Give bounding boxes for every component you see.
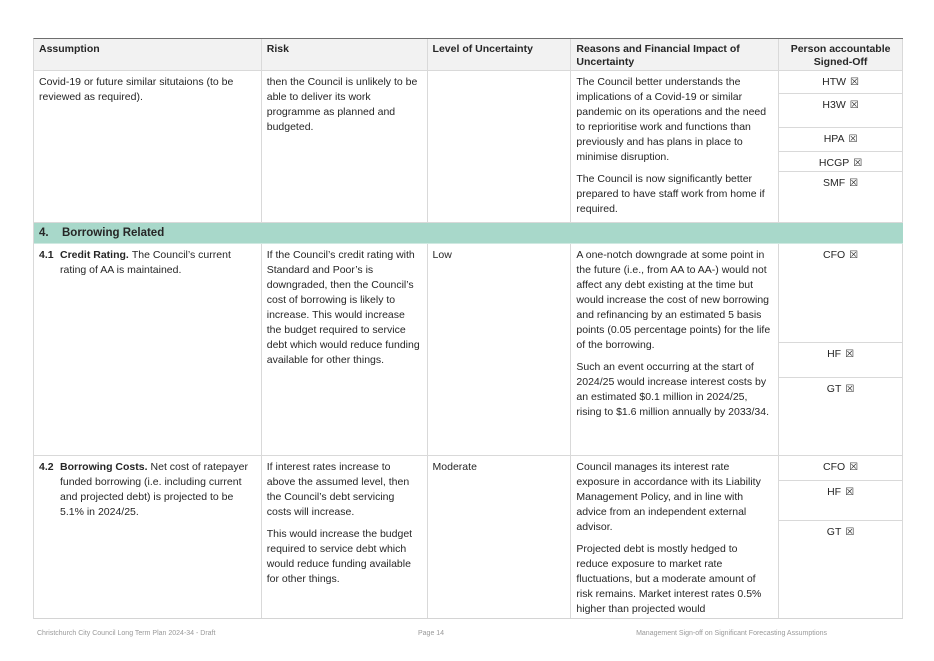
header-reasons: Reasons and Financial Impact of Uncertai… [571,39,780,71]
header-risk: Risk [261,39,428,71]
42-risk-paragraph-2: This would increase the budget required … [266,528,413,585]
cell-42-uncertainty: Moderate [428,456,572,618]
41-reasons-paragraph-1: A one-notch downgrade at some point in t… [576,249,771,351]
cell-41-uncertainty: Low [427,244,572,456]
assumptions-table: Assumption Risk Level of Uncertainty Rea… [33,38,903,619]
42-reasons-paragraph-1: Council manages its interest rate exposu… [576,461,761,533]
cell-covid-uncertainty [427,71,572,223]
table-row-covid: Covid-19 or future similar situtaions (t… [34,71,903,223]
signoff-list: CFO ☒ HF ☒ GT ☒ [779,456,902,618]
header-level-of-uncertainty: Level of Uncertainty [427,39,572,71]
signoff-code: HCGP [818,157,850,169]
checked-checkbox-icon: ☒ [845,349,855,360]
signoff-code: GT [826,526,842,538]
cell-covid-assumption: Covid-19 or future similar situtaions (t… [34,71,262,223]
table-header-row: Assumption Risk Level of Uncertainty Rea… [34,39,903,71]
row-number: 4.1 [39,249,54,261]
header-person-line1: Person accountable [790,43,891,55]
42-reasons-paragraph-2: Projected debt is mostly hedged to reduc… [576,543,762,615]
table-row-4-2-borrowing-costs: 4.2 Borrowing Costs. Net cost of ratepayer… [34,456,903,618]
header-assumption: Assumption [34,39,262,71]
cell-41-reasons: A one-notch downgrade at some point in t… [571,244,780,456]
signoff-item-smf: SMF ☒ [779,172,902,222]
signoff-list: CFO ☒ HF ☒ GT ☒ [779,244,902,455]
signoff-code: HPA [823,133,845,145]
checked-checkbox-icon: ☒ [849,178,859,189]
checked-checkbox-icon: ☒ [845,487,855,498]
assumption-text: 4.2 Borrowing Costs. Net cost of ratepayer… [39,460,255,520]
signoff-item-cfo: CFO ☒ [779,456,902,481]
signoff-item-hcgp: HCGP ☒ [779,152,902,172]
footer-document-title: Christchurch City Council Long Term Plan… [37,630,216,637]
signoff-item-h3w: H3W ☒ [779,94,902,128]
cell-covid-signoff: HTW ☒ H3W ☒ HPA ☒ HCGP ☒ SMF ☒ [779,71,903,223]
cell-covid-reasons: The Council better understands the impli… [571,71,780,223]
cell-41-risk: If the Council’s credit rating with Stan… [261,244,428,456]
signoff-code: H3W [822,99,846,111]
assumption-text: 4.1 Credit Rating. The Council’s current r… [39,248,255,278]
signoff-code: CFO [823,249,846,261]
assumption-title: Credit Rating. [60,249,129,261]
covid-reasons-paragraph-1: The Council better understands the impli… [576,76,767,163]
checked-checkbox-icon: ☒ [848,134,858,145]
signoff-code: HF [827,486,842,498]
footer-page-number: Page 14 [418,630,445,637]
checked-checkbox-icon: ☒ [849,250,859,261]
table-row-4-1-credit-rating: 4.1 Credit Rating. The Council’s current r… [34,244,903,456]
signoff-code: HTW [822,76,847,88]
checked-checkbox-icon: ☒ [850,77,860,88]
signoff-item-hpa: HPA ☒ [779,128,902,152]
cell-covid-risk: then the Council is unlikely to be able … [261,71,428,223]
assumption-body: Net cost of ratepayer funded borrowing (… [60,461,248,518]
checked-checkbox-icon: ☒ [845,384,855,395]
assumption-title: Borrowing Costs. [60,461,148,473]
signoff-item-cfo: CFO ☒ [779,244,902,343]
row-number: 4.2 [39,461,54,473]
cell-42-signoff: CFO ☒ HF ☒ GT ☒ [779,456,903,618]
checked-checkbox-icon: ☒ [849,462,859,473]
signoff-item-hf: HF ☒ [779,481,902,521]
signoff-code: GT [826,383,842,395]
42-risk-paragraph-1: If interest rates increase to above the … [266,461,410,518]
section-header-borrowing-related: 4. Borrowing Related [34,223,903,244]
signoff-item-htw: HTW ☒ [779,71,902,94]
footer-section-title: Management Sign-off on Significant Forec… [636,630,827,637]
header-person-accountable: Person accountable Signed-Off [779,39,903,71]
checked-checkbox-icon: ☒ [849,100,859,111]
section-number: 4. [39,226,49,239]
signoff-item-gt: GT ☒ [779,521,902,618]
signoff-item-hf: HF ☒ [779,343,902,378]
cell-41-assumption: 4.1 Credit Rating. The Council’s current r… [34,244,262,456]
checked-checkbox-icon: ☒ [845,527,855,538]
checked-checkbox-icon: ☒ [853,158,863,169]
cell-42-risk: If interest rates increase to above the … [262,456,428,618]
signoff-code: HF [827,348,842,360]
covid-reasons-paragraph-2: The Council is now significantly better … [576,173,765,215]
41-reasons-paragraph-2: Such an event occurring at the start of … [576,361,770,418]
assumption-body: The Council’s current rating of AA is ma… [60,249,231,276]
signoff-code: CFO [823,461,846,473]
signoff-list: HTW ☒ H3W ☒ HPA ☒ HCGP ☒ SMF ☒ [779,71,902,222]
cell-42-assumption: 4.2 Borrowing Costs. Net cost of ratepayer… [34,456,262,618]
cell-41-signoff: CFO ☒ HF ☒ GT ☒ [779,244,903,456]
signoff-code: SMF [823,177,846,189]
header-person-line2: Signed-Off [813,56,868,68]
signoff-item-gt: GT ☒ [779,378,902,455]
section-title: Borrowing Related [62,226,165,239]
cell-42-reasons: Council manages its interest rate exposu… [571,456,780,618]
